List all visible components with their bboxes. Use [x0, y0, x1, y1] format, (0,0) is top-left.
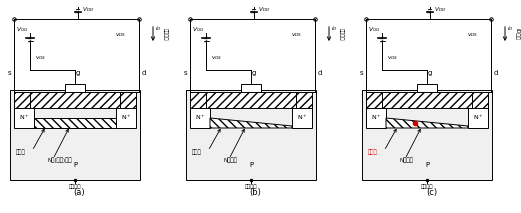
Text: $V_{GG}$: $V_{GG}$ — [16, 26, 28, 35]
Text: $v_{DS}$: $v_{DS}$ — [291, 31, 302, 39]
Text: 衬底引线: 衬底引线 — [245, 184, 257, 189]
Bar — [366, 108, 386, 128]
Text: $v_{GS}$: $v_{GS}$ — [387, 54, 398, 62]
Text: P: P — [425, 162, 429, 168]
Text: g: g — [76, 70, 80, 76]
Text: d: d — [318, 70, 322, 76]
Text: $i_D$: $i_D$ — [155, 24, 162, 33]
Text: $v_{GS}$: $v_{GS}$ — [35, 54, 46, 62]
Bar — [190, 108, 210, 128]
Polygon shape — [386, 118, 468, 128]
Bar — [296, 92, 312, 110]
Text: (a): (a) — [73, 187, 85, 197]
Text: 耗尽层: 耗尽层 — [16, 149, 26, 155]
Bar — [206, 92, 296, 108]
Bar — [382, 92, 472, 108]
Text: N$^+$: N$^+$ — [19, 114, 29, 122]
Text: N$^+$: N$^+$ — [195, 114, 205, 122]
Bar — [292, 108, 312, 128]
Text: iD饱和: iD饱和 — [515, 28, 519, 40]
Text: $v_{DS}$: $v_{DS}$ — [467, 31, 478, 39]
Text: $V_{DD}$: $V_{DD}$ — [82, 6, 95, 14]
Bar — [34, 118, 116, 128]
Bar — [241, 84, 261, 92]
Text: P: P — [73, 162, 77, 168]
Bar — [14, 92, 30, 110]
Text: N$^+$: N$^+$ — [296, 114, 307, 122]
Text: $V_{DD}$: $V_{DD}$ — [258, 6, 271, 14]
Text: 衬底引线: 衬底引线 — [69, 184, 81, 189]
Bar — [30, 92, 120, 108]
Text: $v_{GS}$: $v_{GS}$ — [211, 54, 222, 62]
Polygon shape — [210, 118, 292, 128]
Bar — [116, 108, 136, 128]
Bar — [417, 84, 437, 92]
Text: g: g — [251, 70, 256, 76]
Text: N$^+$: N$^+$ — [473, 114, 483, 122]
Text: $V_{GG}$: $V_{GG}$ — [192, 26, 204, 35]
Bar — [10, 90, 140, 180]
Bar — [186, 90, 316, 180]
Text: 耗尽层: 耗尽层 — [368, 149, 378, 155]
Text: 衬底引线: 衬底引线 — [421, 184, 433, 189]
Bar — [362, 90, 492, 180]
Text: $V_{GG}$: $V_{GG}$ — [368, 26, 380, 35]
Text: d: d — [494, 70, 499, 76]
Text: 电流增大: 电流增大 — [163, 28, 167, 40]
Text: s: s — [183, 70, 187, 76]
Text: N$^+$: N$^+$ — [120, 114, 131, 122]
Bar — [366, 92, 382, 110]
Text: s: s — [7, 70, 11, 76]
Text: 耗尽层: 耗尽层 — [192, 149, 202, 155]
Text: s: s — [359, 70, 363, 76]
Text: $v_{DS}$: $v_{DS}$ — [115, 31, 126, 39]
Bar — [190, 92, 206, 110]
Text: N型沟道: N型沟道 — [224, 157, 238, 163]
Bar — [472, 92, 488, 110]
Text: g: g — [427, 70, 432, 76]
Text: N型沟道: N型沟道 — [400, 157, 414, 163]
Text: $i_D$: $i_D$ — [507, 24, 514, 33]
Text: 趋于饱和: 趋于饱和 — [339, 28, 343, 40]
Bar — [120, 92, 136, 110]
Text: $i_D$: $i_D$ — [331, 24, 338, 33]
Text: (c): (c) — [426, 187, 437, 197]
Bar — [14, 108, 34, 128]
Bar — [65, 84, 85, 92]
Text: N$^+$: N$^+$ — [370, 114, 381, 122]
Bar — [468, 108, 488, 128]
Text: d: d — [142, 70, 146, 76]
Text: P: P — [249, 162, 253, 168]
Text: $V_{DD}$: $V_{DD}$ — [435, 6, 446, 14]
Text: (b): (b) — [250, 187, 262, 197]
Text: N型(感生)沟道: N型(感生)沟道 — [48, 157, 72, 163]
